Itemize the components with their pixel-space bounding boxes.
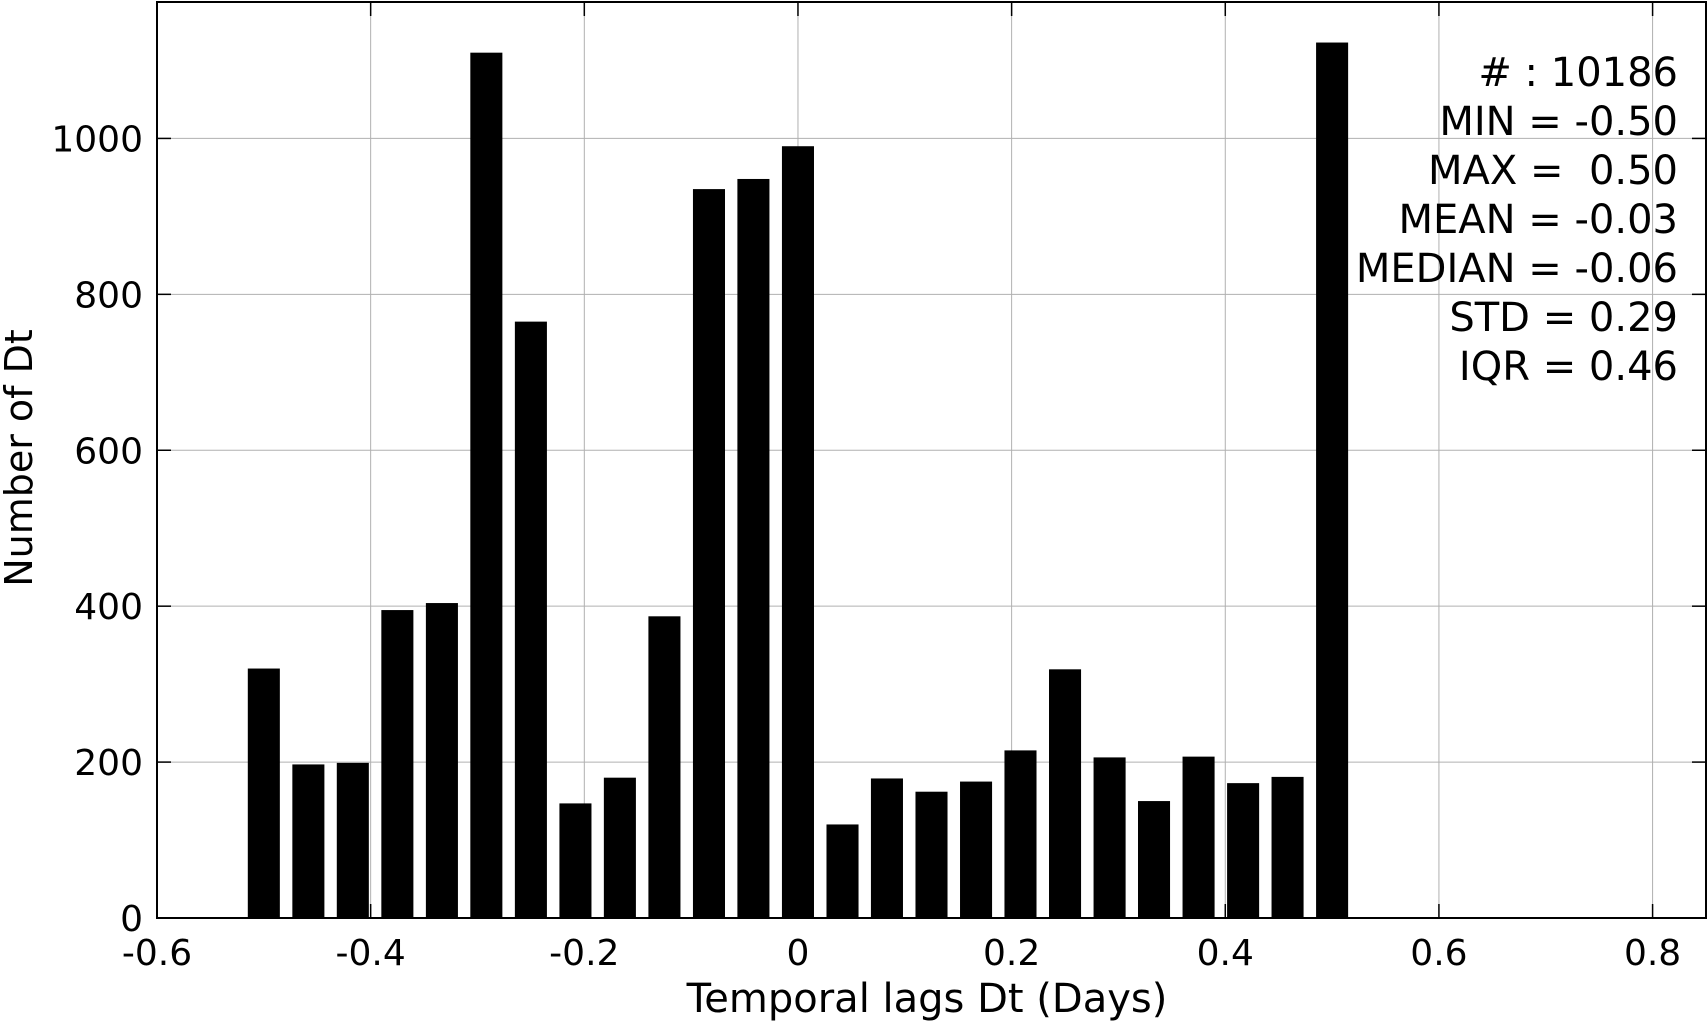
bars-layer [247, 42, 1349, 919]
x-tick-label: 0.8 [1624, 933, 1681, 974]
histogram-bar [514, 321, 547, 919]
histogram-bar [1093, 757, 1126, 918]
histogram-bar [1004, 750, 1037, 918]
histogram-bar [559, 803, 592, 918]
frame-layer [156, 1, 1707, 919]
histogram-bar [648, 616, 681, 918]
x-tick-label: -0.4 [336, 933, 406, 974]
histogram-bar [247, 668, 280, 918]
stats-annotation-line: IQR = 0.46 [1459, 344, 1678, 390]
histogram-bar [915, 791, 948, 918]
histogram-bar [781, 146, 814, 918]
y-tick-label: 400 [74, 587, 143, 628]
histogram-bar [336, 762, 369, 918]
histogram-bar [603, 777, 636, 918]
histogram-bar [1137, 801, 1171, 918]
y-tick-label: 600 [74, 431, 143, 472]
stats-annotation-line: MEAN = -0.03 [1398, 197, 1678, 243]
histogram-bar [292, 764, 325, 918]
stats-annotation-line: MEDIAN = -0.06 [1356, 246, 1678, 292]
y-axis-title: Number of Dt [0, 329, 41, 587]
y-tick-label: 1000 [51, 119, 143, 160]
x-tick-label: 0.6 [1410, 933, 1467, 974]
histogram-bar [1316, 42, 1349, 919]
y-tick-label: 200 [74, 743, 143, 784]
histogram-bar [381, 610, 414, 918]
x-tick-label: -0.2 [549, 933, 619, 974]
histogram-bar [425, 603, 458, 918]
histogram-bar [737, 178, 770, 919]
histogram-bar [1271, 776, 1304, 918]
y-tick-label: 0 [120, 899, 143, 940]
histogram-bar [1182, 756, 1215, 918]
stats-annotation-line: # : 10186 [1478, 50, 1678, 96]
histogram-bar [1227, 783, 1260, 918]
histogram-bar [1049, 669, 1082, 918]
histogram-bar [826, 824, 859, 918]
x-tick-label: 0.4 [1197, 933, 1254, 974]
x-tick-label: -0.6 [122, 933, 192, 974]
histogram-bar [692, 189, 726, 918]
y-tick-label: 800 [74, 275, 143, 316]
x-axis-title: Temporal lags Dt (Days) [686, 976, 1168, 1022]
stats-annotation-line: STD = 0.29 [1449, 295, 1678, 341]
x-tick-label: 0.2 [983, 933, 1040, 974]
histogram-bar [960, 781, 993, 918]
x-tick-label: 0 [787, 933, 810, 974]
histogram-bar [470, 52, 503, 918]
stats-annotation-line: MAX = 0.50 [1428, 148, 1678, 194]
stats-annotation-line: MIN = -0.50 [1439, 99, 1678, 145]
plot-frame [156, 1, 1707, 919]
ticks-layer: -0.6 -0.4 -0.2 0 0.2 0.4 0.6 0.8 0 200 400 600 800 10… [51, 2, 1706, 974]
histogram-bar [870, 778, 903, 918]
